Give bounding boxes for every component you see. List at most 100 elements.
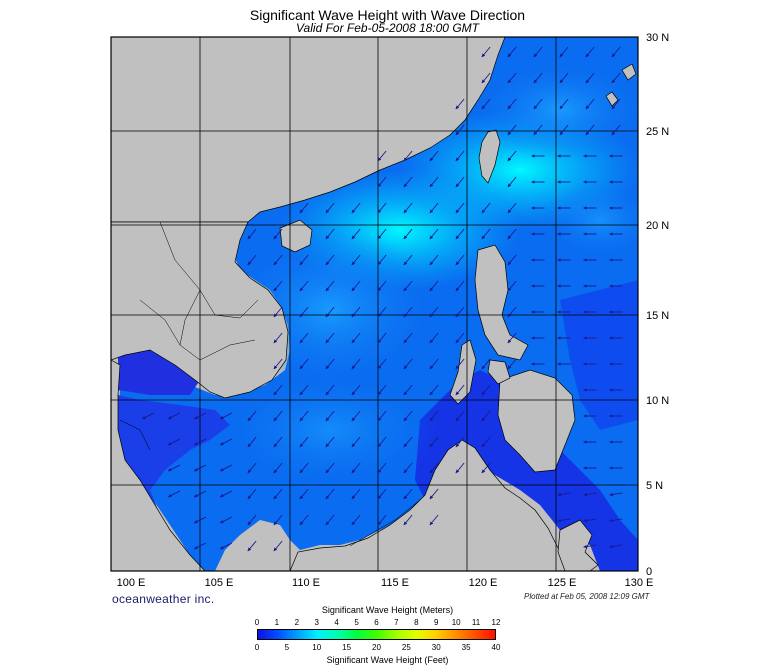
meters-tick-label: 2 <box>294 618 300 627</box>
meters-tick-label: 11 <box>471 618 481 627</box>
wave-arrow <box>585 124 595 136</box>
wave-arrow <box>273 514 283 526</box>
land-masses <box>111 37 637 571</box>
wave-arrow <box>403 202 413 214</box>
wave-arrow <box>455 306 465 318</box>
longitude-label: 115 E <box>381 577 409 589</box>
latitude-label: 25 N <box>646 126 669 138</box>
wave-arrow <box>481 202 491 214</box>
wave-arrow <box>583 544 597 549</box>
wave-arrow <box>167 464 180 472</box>
feet-tick-label: 0 <box>254 643 260 652</box>
wave-arrow <box>559 72 569 84</box>
meters-tick-label: 10 <box>451 618 461 627</box>
wave-arrow <box>193 438 206 446</box>
wave-arrow <box>429 436 439 448</box>
longitude-label: 125 E <box>548 577 577 589</box>
wave-arrow <box>429 280 439 292</box>
wave-arrow <box>299 410 309 422</box>
meters-tick-label: 8 <box>414 618 419 627</box>
wave-arrow <box>299 254 309 266</box>
wave-arrow <box>611 98 621 110</box>
wave-arrow <box>455 150 465 162</box>
wave-arrow <box>403 384 413 396</box>
feet-tick-label: 20 <box>372 643 381 652</box>
wave-arrow <box>403 410 413 422</box>
wave-arrow <box>219 464 232 472</box>
wave-arrow <box>247 410 257 422</box>
wave-arrow <box>299 514 309 526</box>
wave-arrow <box>455 436 465 448</box>
latitude-label: 0 <box>646 566 652 578</box>
wave-arrow <box>455 280 465 292</box>
wave-arrow <box>507 280 517 292</box>
wave-arrow <box>377 436 387 448</box>
map-title: Significant Wave Height with Wave Direct… <box>249 7 526 23</box>
valid-time: Valid For Feb-05-2008 18:00 GMT <box>296 21 479 35</box>
wave-arrow <box>609 492 623 497</box>
wave-arrow <box>377 254 387 266</box>
wave-arrow <box>403 436 413 448</box>
wave-arrow <box>273 462 283 474</box>
wave-arrow <box>247 254 257 266</box>
wave-arrow <box>533 98 543 110</box>
meters-tick-label: 4 <box>334 618 339 627</box>
wave-arrow <box>507 358 517 370</box>
feet-tick-label: 5 <box>284 643 290 652</box>
wave-arrow <box>481 358 491 370</box>
wave-arrow <box>193 542 206 550</box>
wave-arrow <box>403 228 413 240</box>
wave-arrow <box>507 254 517 266</box>
wave-arrow <box>273 410 283 422</box>
wave-arrow <box>351 228 361 240</box>
longitude-label: 105 E <box>205 577 234 589</box>
legend-title-meters: Significant Wave Height (Meters) <box>321 605 454 615</box>
wave-arrow <box>193 490 206 498</box>
wave-arrow <box>299 306 309 318</box>
wave-arrow <box>247 462 257 474</box>
latitude-labels: 30 N 25 N 20 N 15 N 10 N 5 N 0 <box>646 32 669 578</box>
wave-arrow <box>429 176 439 188</box>
wave-arrow <box>557 492 571 497</box>
wave-arrow <box>193 516 206 524</box>
wave-arrow <box>455 384 465 396</box>
feet-tick-label: 15 <box>342 643 352 652</box>
wave-arrow <box>299 280 309 292</box>
wave-arrow <box>273 228 283 240</box>
wave-arrow <box>167 438 180 446</box>
wave-arrow <box>507 124 517 136</box>
latitude-label: 30 N <box>646 32 669 44</box>
wave-arrow <box>377 280 387 292</box>
wave-arrow <box>455 332 465 344</box>
wave-arrow <box>611 124 621 136</box>
wave-arrow <box>481 228 491 240</box>
wave-arrow <box>455 98 465 110</box>
wave-arrow <box>351 332 361 344</box>
wave-arrow <box>455 228 465 240</box>
wave-arrow <box>219 412 232 420</box>
wave-arrow <box>377 306 387 318</box>
wave-arrow <box>351 384 361 396</box>
wave-arrow <box>351 436 361 448</box>
wave-arrow <box>299 436 309 448</box>
wave-arrow <box>351 202 361 214</box>
wave-arrow <box>273 254 283 266</box>
wave-arrow <box>299 488 309 500</box>
wave-arrow <box>455 462 465 474</box>
wave-arrow <box>481 384 491 396</box>
wave-arrow <box>377 410 387 422</box>
wave-arrow <box>429 358 439 370</box>
wave-arrow <box>481 46 491 58</box>
wave-arrow <box>299 384 309 396</box>
wave-arrow <box>351 488 361 500</box>
wave-arrow <box>351 514 361 526</box>
feet-tick-label: 10 <box>312 643 322 652</box>
meters-tick-label: 6 <box>374 618 379 627</box>
wave-arrow <box>429 228 439 240</box>
wave-arrow <box>377 462 387 474</box>
feet-tick-label: 30 <box>431 643 441 652</box>
wave-arrow <box>247 436 257 448</box>
wave-arrow <box>533 46 543 58</box>
wave-arrow <box>247 228 257 240</box>
meters-tick-label: 1 <box>274 618 280 627</box>
